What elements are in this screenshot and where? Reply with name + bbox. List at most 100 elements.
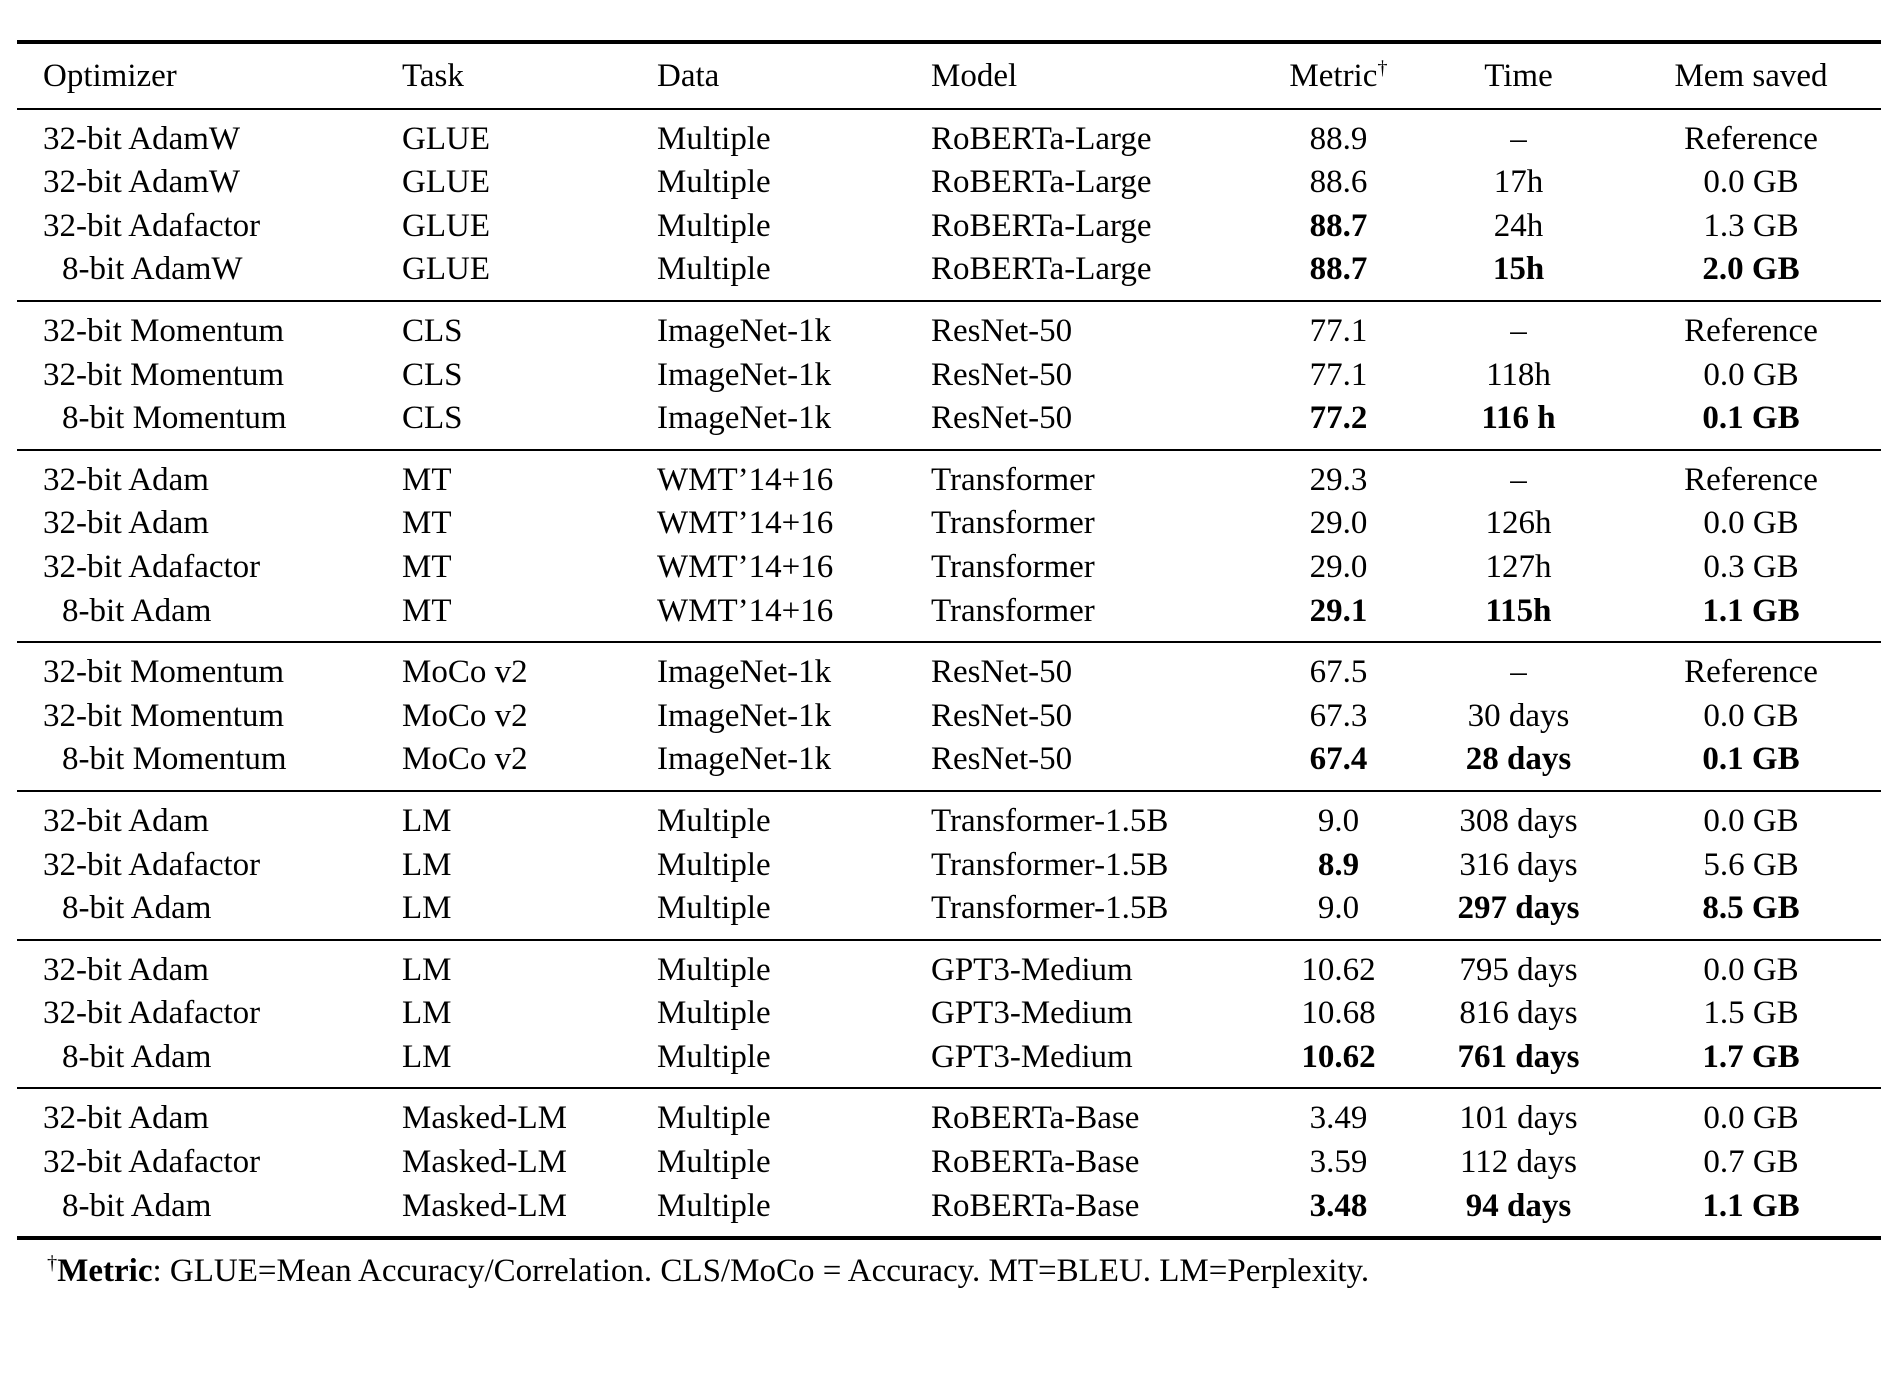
table-group-4: 32-bit Momentum MoCo v2 ImageNet-1k ResNet-… xyxy=(17,642,1881,791)
cell-time: 112 days xyxy=(1459,1144,1577,1181)
cell-task: LM xyxy=(402,846,452,883)
cell-metric: 88.9 xyxy=(1309,120,1368,157)
column-header-data: Data xyxy=(657,42,931,110)
cell-metric: 29.3 xyxy=(1309,461,1368,498)
cell-model: ResNet-50 xyxy=(931,400,1073,437)
cell-task: Masked-LM xyxy=(402,1144,567,1181)
cell-model: Transformer-1.5B xyxy=(931,890,1169,927)
cell-mem: 0.0 GB xyxy=(1703,951,1799,988)
table-row: 32-bit Adam MT WMT’14+16 Transformer 29.0 126… xyxy=(17,502,1881,546)
cell-task: MT xyxy=(402,461,452,498)
cell-model: ResNet-50 xyxy=(931,654,1073,691)
cell-mem: 5.6 GB xyxy=(1703,846,1799,883)
cell-optimizer: 32-bit Adafactor xyxy=(43,548,261,585)
cell-metric: 67.3 xyxy=(1309,697,1368,734)
cell-mem: 2.0 GB xyxy=(1702,251,1800,288)
cell-mem: 8.5 GB xyxy=(1702,890,1800,927)
table-row: 8-bit AdamW GLUE Multiple RoBERTa-Large 88.7… xyxy=(17,248,1881,301)
cell-task: GLUE xyxy=(402,207,490,244)
cell-time: 761 days xyxy=(1457,1038,1580,1075)
table-row: 32-bit Adafactor Masked-LM Multiple RoBERTa… xyxy=(17,1141,1881,1185)
table-group-2: 32-bit Momentum CLS ImageNet-1k ResNet-50 77… xyxy=(17,300,1881,450)
results-table: Optimizer Task Data Model Metric† Time Mem sav… xyxy=(17,40,1881,1241)
cell-model: Transformer-1.5B xyxy=(931,802,1169,839)
cell-data: WMT’14+16 xyxy=(657,505,834,542)
cell-data: ImageNet-1k xyxy=(657,356,832,393)
cell-data: WMT’14+16 xyxy=(657,592,834,629)
cell-mem: 1.7 GB xyxy=(1702,1038,1800,1075)
cell-data: ImageNet-1k xyxy=(657,400,832,437)
cell-optimizer: 8-bit AdamW xyxy=(62,251,243,288)
cell-mem: 0.3 GB xyxy=(1703,548,1799,585)
cell-model: Transformer xyxy=(931,505,1095,542)
cell-metric: 67.5 xyxy=(1309,654,1368,691)
cell-task: Masked-LM xyxy=(402,1187,567,1224)
cell-model: Transformer xyxy=(931,592,1095,629)
header-row: Optimizer Task Data Model Metric† Time Mem sav… xyxy=(17,42,1881,110)
cell-task: MoCo v2 xyxy=(402,741,528,778)
column-header-time: Time xyxy=(1416,42,1621,110)
column-header-task: Task xyxy=(402,42,657,110)
cell-data: Multiple xyxy=(657,995,771,1032)
table-row: 8-bit Adam MT WMT’14+16 Transformer 29.1 115h… xyxy=(17,590,1881,643)
dagger-icon: † xyxy=(1377,57,1388,79)
cell-metric: 77.1 xyxy=(1309,312,1368,349)
cell-time: 297 days xyxy=(1457,890,1580,927)
cell-task: CLS xyxy=(402,312,463,349)
cell-task: Masked-LM xyxy=(402,1100,567,1137)
cell-model: RoBERTa-Base xyxy=(931,1187,1140,1224)
cell-model: ResNet-50 xyxy=(931,697,1073,734)
cell-task: LM xyxy=(402,890,452,927)
cell-task: GLUE xyxy=(402,120,490,157)
cell-mem: Reference xyxy=(1684,312,1818,349)
cell-mem: 1.1 GB xyxy=(1702,592,1800,629)
cell-metric: 10.68 xyxy=(1301,995,1376,1032)
cell-optimizer: 8-bit Adam xyxy=(62,1038,212,1075)
cell-metric: 77.2 xyxy=(1309,400,1368,437)
cell-time: – xyxy=(1510,120,1527,157)
cell-optimizer: 32-bit Momentum xyxy=(43,356,285,393)
cell-optimizer: 32-bit Momentum xyxy=(43,654,285,691)
cell-time: 94 days xyxy=(1465,1187,1572,1224)
cell-data: ImageNet-1k xyxy=(657,654,832,691)
table-row: 32-bit Adafactor LM Multiple GPT3-Medium 10.… xyxy=(17,992,1881,1036)
cell-optimizer: 32-bit Adam xyxy=(43,505,209,542)
cell-time: 17h xyxy=(1493,164,1544,201)
table-row: 32-bit Adafactor LM Multiple Transformer-1.… xyxy=(17,844,1881,888)
cell-model: Transformer xyxy=(931,461,1095,498)
cell-model: RoBERTa-Base xyxy=(931,1144,1140,1181)
cell-mem: Reference xyxy=(1684,654,1818,691)
cell-task: CLS xyxy=(402,356,463,393)
cell-time: 126h xyxy=(1485,505,1552,542)
cell-mem: 0.0 GB xyxy=(1703,164,1799,201)
cell-data: WMT’14+16 xyxy=(657,461,834,498)
cell-time: 24h xyxy=(1493,207,1544,244)
cell-mem: 0.1 GB xyxy=(1702,400,1800,437)
cell-mem: 0.0 GB xyxy=(1703,505,1799,542)
table-row: 32-bit Adafactor MT WMT’14+16 Transformer 29… xyxy=(17,546,1881,590)
table-group-7: 32-bit Adam Masked-LM Multiple RoBERTa-Base… xyxy=(17,1088,1881,1238)
paper-table-figure: Optimizer Task Data Model Metric† Time Mem sav… xyxy=(17,40,1881,1289)
cell-time: – xyxy=(1510,461,1527,498)
cell-metric: 67.4 xyxy=(1309,741,1368,778)
cell-data: WMT’14+16 xyxy=(657,548,834,585)
table-row: 32-bit Adam Masked-LM Multiple RoBERTa-Base… xyxy=(17,1088,1881,1141)
cell-task: MT xyxy=(402,592,452,629)
cell-data: Multiple xyxy=(657,1038,771,1075)
cell-optimizer: 32-bit Adafactor xyxy=(43,846,261,883)
cell-metric: 3.48 xyxy=(1309,1187,1368,1224)
cell-model: GPT3-Medium xyxy=(931,1038,1133,1075)
cell-optimizer: 8-bit Momentum xyxy=(62,741,287,778)
table-row: 32-bit Momentum MoCo v2 ImageNet-1k ResNet-… xyxy=(17,642,1881,695)
table-row: 8-bit Adam LM Multiple GPT3-Medium 10.62 761 … xyxy=(17,1036,1881,1089)
cell-model: RoBERTa-Large xyxy=(931,164,1152,201)
cell-data: ImageNet-1k xyxy=(657,741,832,778)
cell-mem: 1.1 GB xyxy=(1702,1187,1800,1224)
cell-data: Multiple xyxy=(657,890,771,927)
cell-model: Transformer xyxy=(931,548,1095,585)
cell-optimizer: 32-bit Adam xyxy=(43,951,209,988)
cell-time: 101 days xyxy=(1459,1100,1578,1137)
cell-optimizer: 32-bit Adam xyxy=(43,461,209,498)
cell-task: LM xyxy=(402,1038,452,1075)
